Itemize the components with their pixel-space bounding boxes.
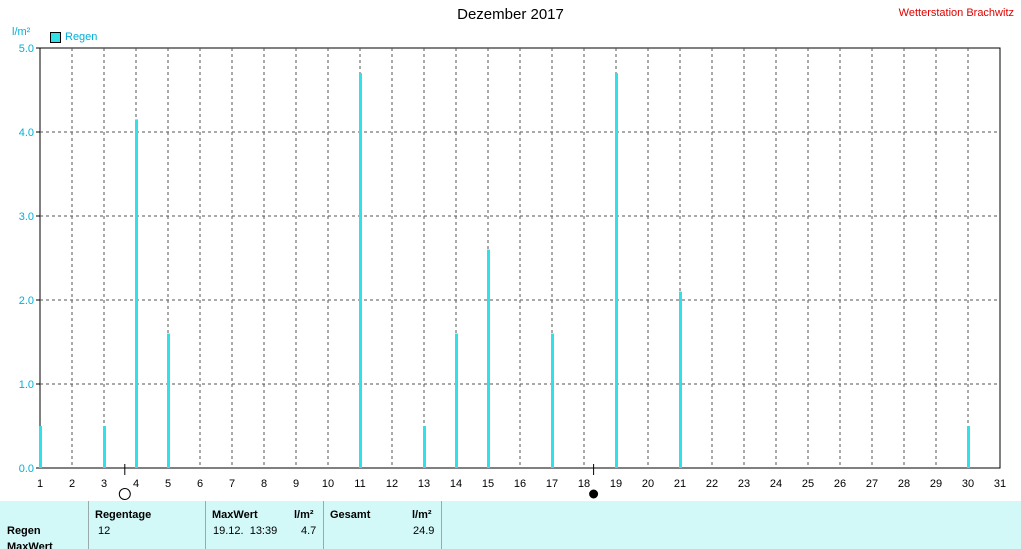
row-label-regen: Regen [7, 525, 41, 537]
y-tick-labels: 0.0 1.0 2.0 3.0 4.0 5.0 [19, 43, 34, 475]
x-tick-label: 18 [578, 478, 590, 490]
x-tick-label: 17 [546, 478, 558, 490]
full-moon-icon [118, 488, 131, 500]
x-tick-label: 13 [418, 478, 430, 490]
maxwert-header: MaxWert [212, 509, 258, 521]
x-tick-label: 6 [197, 478, 203, 490]
x-tick-label: 24 [770, 478, 782, 490]
gesamt-unit: l/m² [412, 509, 432, 521]
x-tick-label: 25 [802, 478, 814, 490]
x-tick-label: 31 [994, 478, 1006, 490]
y-tick-label: 5.0 [19, 43, 34, 55]
gesamt-value: 24.9 [413, 525, 435, 537]
x-tick-label: 30 [962, 478, 974, 490]
rain-bar-day-15 [487, 249, 490, 468]
regentage-value: 12 [98, 525, 111, 537]
legend: Regen [50, 31, 97, 43]
gesamt-header: Gesamt [330, 509, 371, 521]
legend-swatch [50, 31, 61, 43]
x-tick-label: 12 [386, 478, 398, 490]
y-tick-label: 0.0 [19, 463, 34, 475]
x-tick-label: 8 [261, 478, 267, 490]
x-tick-label: 7 [229, 478, 235, 490]
x-tick-label: 9 [293, 478, 299, 490]
rain-chart: 0.01.02.03.04.05.0 1 2 3 4 5 6 7 8 9 10 11 12 13 14 15… [19, 43, 1006, 500]
rain-bar-day-14 [455, 333, 458, 468]
gesamt-cell: Gesamt l/m² 24.9 [323, 501, 441, 549]
rain-bar-day-21 [679, 291, 682, 468]
x-tick-label: 22 [706, 478, 718, 490]
rain-bar-day-5 [167, 333, 170, 468]
y-tick-label: 4.0 [19, 127, 34, 139]
x-tick-label: 2 [69, 478, 75, 490]
x-tick-label: 16 [514, 478, 526, 490]
rain-bar-day-13 [423, 426, 426, 468]
x-tick-label: 15 [482, 478, 494, 490]
rain-bar-day-17 [551, 333, 554, 468]
row-label-maxwert: MaxWert [7, 541, 53, 549]
x-tick-label: 3 [101, 478, 107, 490]
x-tick-label: 14 [450, 478, 462, 490]
moon-phases [118, 464, 599, 500]
maxwert-cell: MaxWert l/m² 19.12. 13:39 4.7 [205, 501, 323, 549]
grid-lines [36, 47, 1000, 469]
y-axis-unit: l/m² [12, 26, 31, 38]
x-tick-label: 23 [738, 478, 750, 490]
new-moon-icon [589, 489, 599, 499]
y-tick-label: 3.0 [19, 211, 34, 223]
x-tick-label: 21 [674, 478, 686, 490]
x-tick-labels: 1 2 3 4 5 6 7 8 9 10 11 12 13 14 15 16 17 18 19 20 21 22 23 24 2… [37, 478, 1006, 490]
x-tick-label: 28 [898, 478, 910, 490]
rain-bar-day-1 [39, 426, 42, 468]
x-tick-label: 5 [165, 478, 171, 490]
y-tick-label: 2.0 [19, 295, 34, 307]
summary-panel: Regen MaxWert Regentage 12 MaxWert l/m² … [0, 501, 1021, 549]
footer-divider [441, 501, 442, 549]
x-tick-label: 26 [834, 478, 846, 490]
x-tick-label: 19 [610, 478, 622, 490]
x-tick-label: 4 [133, 478, 139, 490]
station-name: Wetterstation Brachwitz [898, 7, 1014, 19]
x-tick-label: 27 [866, 478, 878, 490]
x-tick-label: 1 [37, 478, 43, 490]
maxwert-date: 19.12. 13:39 [213, 525, 278, 537]
rain-bar-day-4 [135, 119, 138, 469]
rain-bars [39, 73, 970, 469]
legend-label: Regen [65, 31, 98, 43]
maxwert-value: 4.7 [301, 525, 317, 537]
regentage-header: Regentage [95, 509, 152, 521]
chart-title: Dezember 2017 [457, 6, 564, 23]
x-tick-label: 11 [354, 478, 365, 490]
x-tick-label: 20 [642, 478, 654, 490]
y-tick-label: 1.0 [19, 379, 34, 391]
rain-bar-day-19 [615, 73, 618, 468]
x-tick-label: 29 [930, 478, 942, 490]
rain-bar-day-3 [103, 426, 106, 468]
maxwert-unit: l/m² [294, 509, 314, 521]
rain-bar-day-11 [359, 73, 362, 468]
x-tick-label: 10 [322, 478, 334, 490]
regentage-cell: Regentage 12 [88, 501, 206, 549]
rain-bar-day-30 [967, 426, 970, 468]
